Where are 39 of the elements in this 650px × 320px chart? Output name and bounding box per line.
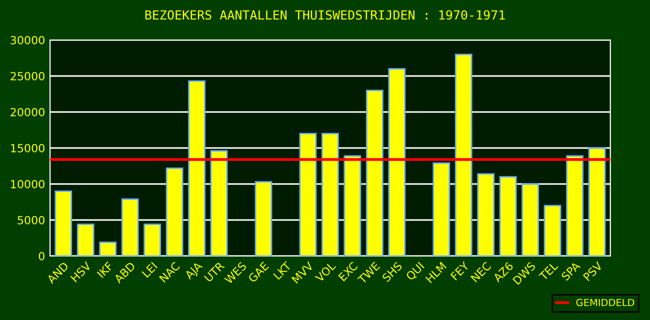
bar [76,224,94,256]
x-tick-label: QUI [405,262,426,282]
bar [588,147,606,256]
y-tick-label: 5000 [18,216,44,224]
bar [454,54,472,256]
x-tick-label: TEL [538,261,558,281]
bar [144,224,162,256]
bar [544,204,562,256]
x-tick-label: LEI [142,262,158,278]
bar [54,190,72,256]
x-tick-label: SPA [560,261,581,282]
y-tick-label: 25000 [10,72,44,80]
bar [388,68,406,256]
bar [188,80,206,256]
bar [99,242,117,256]
y-tick-label: 30000 [10,36,44,44]
bar [522,183,540,256]
bar [299,132,317,256]
bar [254,181,272,256]
bar [121,198,139,256]
bar [344,155,362,256]
bar [499,176,517,256]
bar [566,155,584,256]
bar [432,162,450,256]
legend-label: GEMIDDELD [576,298,634,306]
y-tick-label: 0 [38,252,44,260]
bar [477,173,495,256]
x-tick-label: UTR [204,261,225,282]
bar [366,90,384,256]
x-tick-label: IKF [96,262,114,278]
y-tick-label: 10000 [11,180,44,188]
x-tick-label: VOL [314,261,336,283]
y-tick-label: 20000 [10,108,44,116]
chart-title: BEZOEKERS AANTALLEN THUISWEDSTRIJDEN : 1970-1971 [145,10,505,20]
x-tick-label: AJA [184,261,204,282]
bar [322,132,339,256]
y-tick-label: 15000 [11,144,44,152]
bar [210,150,228,256]
bar [166,167,184,256]
